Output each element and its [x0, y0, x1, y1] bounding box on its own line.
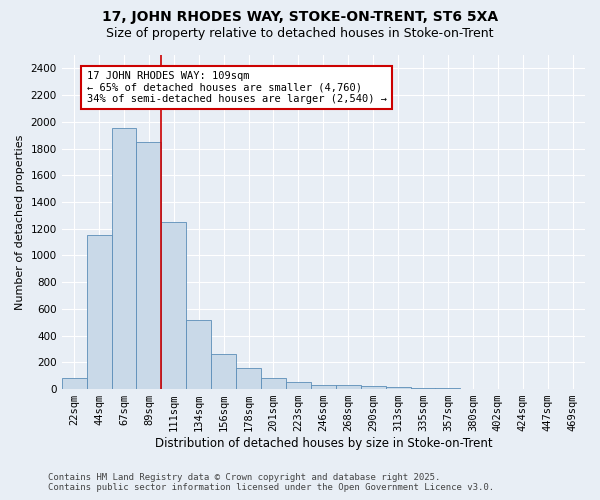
- Text: 17 JOHN RHODES WAY: 109sqm
← 65% of detached houses are smaller (4,760)
34% of s: 17 JOHN RHODES WAY: 109sqm ← 65% of deta…: [86, 71, 386, 104]
- Y-axis label: Number of detached properties: Number of detached properties: [15, 134, 25, 310]
- Bar: [186, 320, 211, 389]
- Bar: [386, 387, 410, 389]
- Bar: [236, 368, 261, 389]
- Bar: [112, 128, 136, 389]
- Bar: [161, 222, 186, 389]
- Bar: [336, 385, 361, 389]
- X-axis label: Distribution of detached houses by size in Stoke-on-Trent: Distribution of detached houses by size …: [155, 437, 492, 450]
- Bar: [436, 388, 460, 389]
- Text: 17, JOHN RHODES WAY, STOKE-ON-TRENT, ST6 5XA: 17, JOHN RHODES WAY, STOKE-ON-TRENT, ST6…: [102, 10, 498, 24]
- Bar: [410, 388, 436, 389]
- Bar: [62, 378, 86, 389]
- Text: Contains HM Land Registry data © Crown copyright and database right 2025.
Contai: Contains HM Land Registry data © Crown c…: [48, 473, 494, 492]
- Bar: [311, 385, 336, 389]
- Bar: [211, 354, 236, 389]
- Text: Size of property relative to detached houses in Stoke-on-Trent: Size of property relative to detached ho…: [106, 28, 494, 40]
- Bar: [286, 382, 311, 389]
- Bar: [361, 386, 386, 389]
- Bar: [136, 142, 161, 389]
- Bar: [86, 236, 112, 389]
- Bar: [261, 378, 286, 389]
